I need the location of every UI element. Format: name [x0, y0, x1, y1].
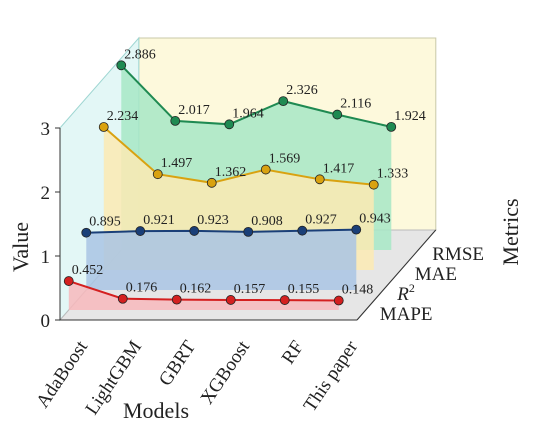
x-tick-label: AdaBoost [32, 336, 92, 411]
data-label: 0.157 [234, 282, 266, 297]
data-label: 1.569 [269, 152, 301, 167]
data-point [135, 226, 146, 236]
series-line [86, 228, 357, 234]
data-label: 1.362 [215, 165, 247, 180]
data-point [225, 295, 236, 305]
data-label: 1.964 [232, 106, 264, 121]
x-tick-label: XGBoost [197, 336, 255, 408]
data-label: 0.921 [143, 213, 175, 228]
data-point [117, 293, 128, 304]
data-label: 0.155 [288, 282, 320, 297]
data-point [351, 224, 362, 235]
data-point [98, 122, 109, 132]
z-tick-label: RMSE [432, 244, 484, 265]
series-area [68, 281, 339, 310]
series-line [120, 64, 392, 128]
series-line [103, 126, 374, 186]
data-point [81, 227, 92, 238]
y-tick-label: 3 [41, 119, 51, 140]
x-axis-title: Models [123, 398, 189, 423]
series-area [86, 229, 357, 290]
data-point [279, 295, 290, 305]
series-mape: 0.452 0.176 0.162 0.157 0.155 0.148 [63, 263, 374, 310]
data-point [243, 226, 254, 237]
data-label: 0.908 [251, 214, 283, 229]
data-point [171, 294, 182, 305]
data-point [278, 96, 289, 107]
data-label: 1.497 [161, 156, 193, 171]
z-axis-line [356, 229, 437, 321]
y-axis-title: Value [8, 222, 33, 272]
data-point [297, 225, 308, 236]
data-label: 0.452 [72, 263, 104, 278]
z-tick-label: R2 [396, 281, 415, 305]
data-label: 0.923 [197, 213, 229, 228]
data-point [170, 116, 181, 126]
data-label: 0.148 [342, 283, 374, 298]
data-point [63, 276, 74, 286]
data-label: 2.116 [340, 97, 371, 112]
data-point [152, 169, 163, 180]
data-label: 0.927 [305, 213, 337, 228]
z-tick-label: MAPE [380, 304, 433, 325]
data-label: 0.943 [359, 212, 391, 227]
data-point [224, 119, 235, 130]
data-label: 0.162 [180, 282, 212, 297]
data-point [332, 109, 343, 120]
data-label: 2.326 [286, 83, 318, 98]
data-label: 1.924 [394, 109, 426, 124]
data-label: 1.417 [323, 161, 355, 176]
y-tick-label: 0 [41, 311, 51, 332]
y-tick-label: 1 [41, 247, 51, 268]
x-tick-label: This paper [300, 337, 363, 416]
data-point [314, 174, 325, 185]
data-label: 0.895 [89, 215, 121, 230]
x-tick-label: RF [278, 337, 308, 368]
data-label: 1.333 [377, 167, 409, 182]
data-label: 2.017 [178, 103, 210, 118]
data-point [333, 295, 344, 306]
series-r2: 0.895 0.921 0.923 0.908 0.927 0.943 [81, 212, 391, 290]
data-label: 2.886 [124, 47, 156, 62]
data-point [116, 60, 127, 71]
data-point [386, 121, 397, 132]
data-label: 0.176 [126, 281, 158, 296]
data-label: 2.234 [107, 109, 139, 124]
series-line [68, 280, 339, 302]
x-tick-label: GBRT [155, 337, 200, 390]
data-point [206, 177, 217, 188]
data-point [189, 226, 200, 236]
data-point [260, 164, 271, 175]
series-layer: 2.886 2.017 1.964 2.326 2.116 1.924 2.234 1.497… [63, 47, 426, 310]
z-tick-label: MAE [415, 264, 457, 285]
y-tick-label: 2 [41, 183, 51, 204]
z-axis-title: Metrics [498, 198, 523, 265]
data-point [368, 179, 379, 190]
